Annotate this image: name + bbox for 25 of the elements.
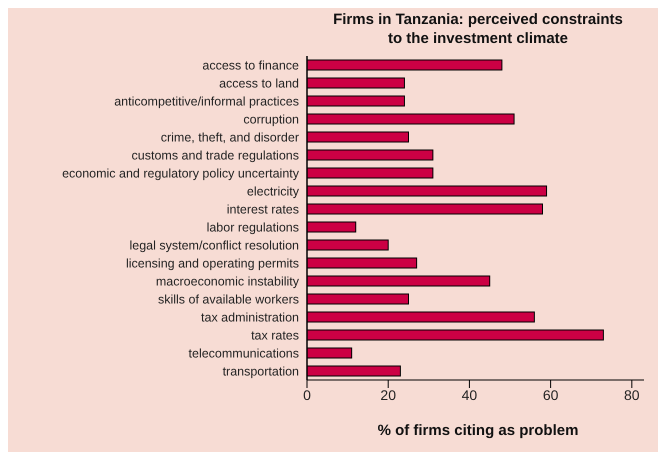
y-tick-label: macroeconomic instability <box>156 274 300 288</box>
y-tick-label: electricity <box>246 184 300 198</box>
y-tick-label: legal system/conflict resolution <box>129 238 300 252</box>
y-tick-label: telecommunications <box>188 346 299 360</box>
y-tick-label: economic and regulatory policy uncertainty <box>62 166 300 180</box>
y-tick-label: crime, theft, and disorder <box>160 130 299 144</box>
y-tick-label: transportation <box>222 364 300 378</box>
x-axis-title: % of firms citing as problem <box>376 422 580 439</box>
y-tick-label: customs and trade regulations <box>132 148 299 162</box>
y-tick-label: licensing and operating permits <box>126 256 299 270</box>
y-tick-label: anticompetitive/informal practices <box>114 94 299 108</box>
x-tick-label: 60 <box>542 386 559 403</box>
x-tick-label: 40 <box>462 386 478 403</box>
y-tick-label: skills of available workers <box>158 292 299 306</box>
y-tick-label: labor regulations <box>206 220 299 234</box>
y-tick-label: access to land <box>219 76 300 90</box>
y-tick-label: tax rates <box>251 328 299 342</box>
chart-title: Firms in Tanzania: perceived constraints to the investment climate <box>332 10 624 48</box>
y-tick-label: access to finance <box>202 58 300 72</box>
x-tick-label: 80 <box>624 386 640 403</box>
y-tick-label: interest rates <box>226 202 299 216</box>
y-tick-label: tax administration <box>201 310 300 324</box>
x-tick-label: 20 <box>380 386 396 403</box>
x-tick-label: 0 <box>303 386 312 403</box>
y-tick-label: corruption <box>243 112 300 126</box>
